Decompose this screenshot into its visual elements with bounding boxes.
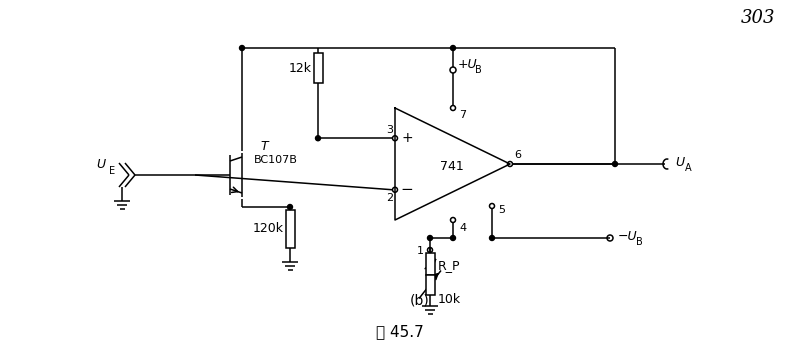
Text: 3: 3 [386,125,394,135]
Text: 2: 2 [386,193,394,203]
Text: (b): (b) [410,293,430,307]
Bar [426,252,434,274]
Text: E: E [109,166,115,176]
Text: 303: 303 [741,9,775,27]
Text: 741: 741 [440,160,464,172]
Circle shape [450,46,455,51]
Bar [426,274,434,295]
Text: 图 45.7: 图 45.7 [376,325,424,339]
Circle shape [450,235,455,240]
Text: B: B [636,237,642,247]
Text: 6: 6 [514,150,522,160]
Text: A: A [685,163,692,173]
Circle shape [427,235,433,240]
Text: 5: 5 [498,205,506,215]
Text: BC107B: BC107B [254,155,298,165]
Circle shape [490,235,494,240]
Bar [286,210,294,248]
Text: 7: 7 [459,110,466,120]
Text: −U: −U [618,230,638,244]
Text: R_P: R_P [438,259,461,272]
Text: U: U [675,156,684,170]
Text: −: − [401,182,414,197]
Text: 12k: 12k [289,62,311,74]
Circle shape [315,136,321,141]
Text: 4: 4 [459,223,466,233]
Text: B: B [475,65,482,75]
Text: 10k: 10k [438,293,461,306]
Text: +U: +U [458,57,478,70]
Text: 1: 1 [417,246,423,256]
Bar [314,53,322,83]
Circle shape [613,161,618,166]
Text: U: U [96,159,105,171]
Circle shape [287,205,293,210]
Text: +: + [401,131,413,145]
Circle shape [239,46,245,51]
Text: T: T [260,141,268,154]
Text: 120k: 120k [253,223,283,235]
